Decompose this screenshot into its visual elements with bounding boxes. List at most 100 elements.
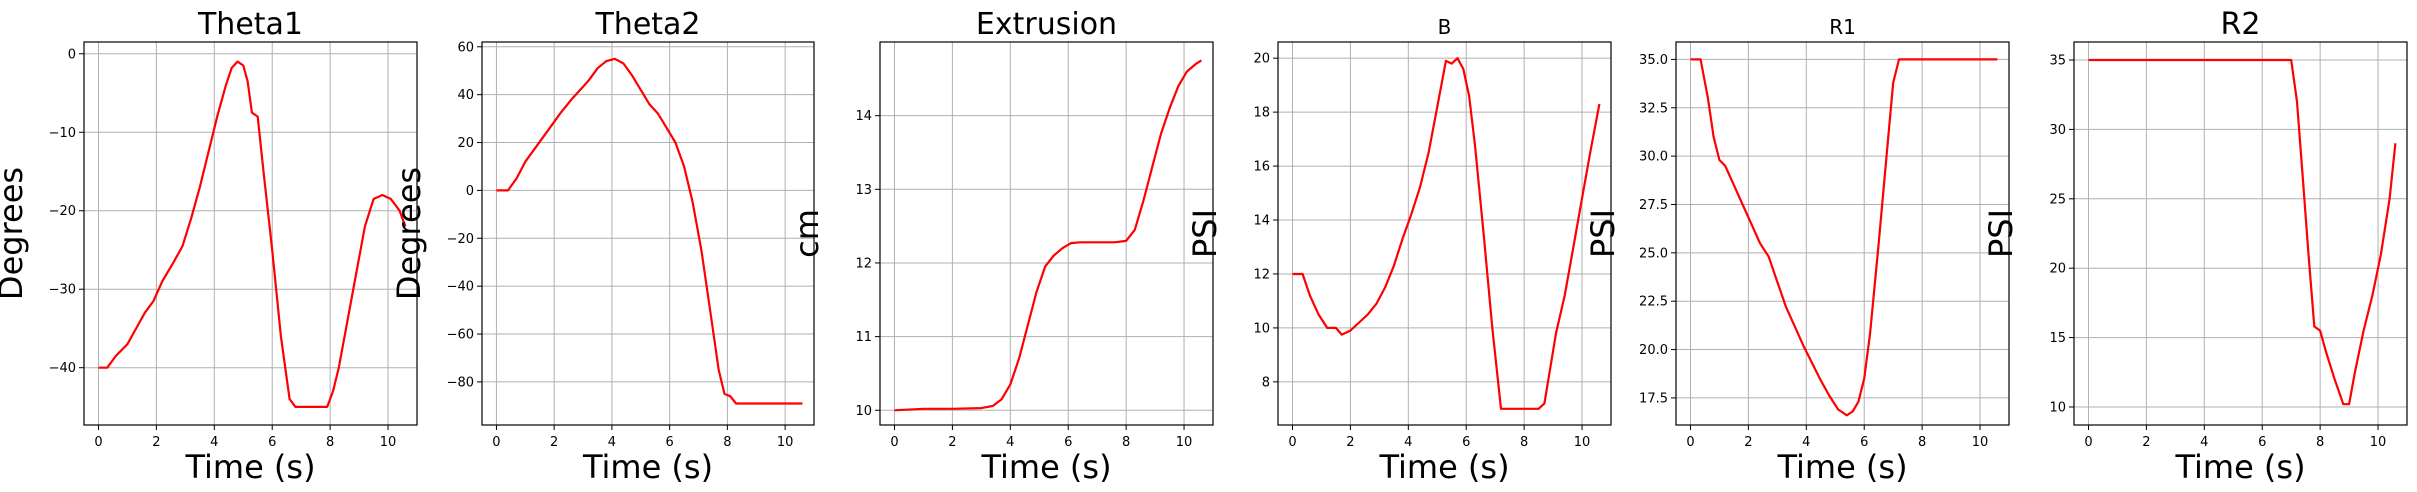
x-tick-label: 10 bbox=[777, 435, 794, 450]
y-tick-label: 35 bbox=[2049, 54, 2066, 69]
x-tick-label: 2 bbox=[550, 435, 558, 450]
y-axis-label: Degrees bbox=[0, 167, 30, 300]
y-tick-label: 32.5 bbox=[1639, 101, 1668, 116]
axes-frame bbox=[2073, 41, 2408, 426]
y-tick-label: 35.0 bbox=[1639, 53, 1668, 68]
y-tick-label: −20 bbox=[447, 232, 474, 247]
y-tick-label: 40 bbox=[457, 88, 474, 103]
x-tick-label: 0 bbox=[1288, 435, 1296, 450]
x-tick-label: 10 bbox=[1972, 435, 1989, 450]
subplot-theta1: 0 2 4 6 8 10 −40 −30 −20 −10 0 Theta1 Time (s) Degree… bbox=[0, 7, 418, 486]
y-tick-label: −40 bbox=[49, 361, 76, 376]
x-tick-label: 4 bbox=[2200, 435, 2208, 450]
y-tick-label: −80 bbox=[447, 375, 474, 390]
x-axis-label: Time (s) bbox=[980, 448, 1111, 486]
subplot-theta2: 0 2 4 6 8 10 −80 −60 −40 −20 0 20 40 60 Theta2 Time (s)… bbox=[390, 7, 815, 486]
x-tick-label: 0 bbox=[492, 435, 500, 450]
y-tick-label: 30 bbox=[2049, 123, 2066, 138]
x-tick-label: 6 bbox=[1860, 435, 1868, 450]
y-tick-label: 20 bbox=[457, 136, 474, 151]
x-tick-label: 10 bbox=[2370, 435, 2387, 450]
y-tick-label: 25.0 bbox=[1639, 246, 1668, 261]
subplot-r1: 0 2 4 6 8 10 17.5 20.0 22.5 25.0 27.5 30.0 32.5 35.0 R… bbox=[1584, 15, 2010, 486]
x-tick-label: 2 bbox=[1744, 435, 1752, 450]
x-tick-label: 2 bbox=[948, 435, 956, 450]
chart-title: B bbox=[1438, 15, 1452, 39]
x-tick-label: 6 bbox=[1462, 435, 1470, 450]
chart-title: Theta1 bbox=[197, 7, 303, 42]
y-tick-label: 8 bbox=[1262, 375, 1270, 390]
y-tick-label: 10 bbox=[2049, 400, 2066, 415]
x-tick-label: 8 bbox=[1918, 435, 1926, 450]
x-tick-label: 6 bbox=[666, 435, 674, 450]
series-line bbox=[1292, 57, 1601, 410]
x-tick-label: 2 bbox=[2142, 435, 2150, 450]
x-tick-label: 4 bbox=[608, 435, 616, 450]
x-tick-label: 8 bbox=[1122, 435, 1130, 450]
x-tick-label: 4 bbox=[210, 435, 218, 450]
y-tick-label: 25 bbox=[2049, 192, 2066, 207]
y-tick-label: 17.5 bbox=[1639, 391, 1668, 406]
x-tick-label: 2 bbox=[152, 435, 160, 450]
subplot-b: 0 2 4 6 8 10 8 10 12 14 16 18 20 B Time (s) PSI bbox=[1186, 15, 1612, 486]
y-tick-label: 20 bbox=[2049, 262, 2066, 277]
x-tick-label: 2 bbox=[1346, 435, 1354, 450]
x-tick-label: 8 bbox=[1520, 435, 1528, 450]
y-tick-label: 20 bbox=[1253, 52, 1270, 67]
y-tick-label: 20.0 bbox=[1639, 343, 1668, 358]
x-tick-label: 4 bbox=[1006, 435, 1014, 450]
subplot-extrusion: 0 2 4 6 8 10 10 11 12 13 14 Extrusion Time (s) cm bbox=[788, 7, 1214, 486]
y-tick-label: 0 bbox=[68, 47, 76, 62]
x-tick-label: 6 bbox=[1064, 435, 1072, 450]
y-tick-label: −30 bbox=[49, 283, 76, 298]
axes-frame bbox=[1675, 41, 2010, 426]
x-tick-label: 10 bbox=[1574, 435, 1591, 450]
x-tick-label: 0 bbox=[94, 435, 102, 450]
y-tick-label: 12 bbox=[1253, 267, 1270, 282]
x-axis-label: Time (s) bbox=[2174, 448, 2305, 486]
x-axis-label: Time (s) bbox=[184, 448, 315, 486]
series-line bbox=[1690, 58, 1998, 417]
y-tick-label: −20 bbox=[49, 204, 76, 219]
series-line bbox=[496, 57, 803, 405]
x-axis-label: Time (s) bbox=[1776, 448, 1907, 486]
y-tick-label: 60 bbox=[457, 40, 474, 55]
y-tick-label: −60 bbox=[447, 328, 474, 343]
series-line bbox=[2088, 58, 2397, 406]
x-tick-label: 0 bbox=[890, 435, 898, 450]
axes-frame bbox=[481, 41, 815, 426]
series-line bbox=[98, 60, 407, 408]
y-tick-label: 18 bbox=[1253, 106, 1270, 121]
y-tick-label: 10 bbox=[1253, 321, 1270, 336]
y-tick-label: 10 bbox=[855, 404, 872, 419]
x-tick-label: 10 bbox=[380, 435, 397, 450]
chart-title: Theta2 bbox=[594, 7, 700, 42]
y-tick-label: −10 bbox=[49, 126, 76, 141]
x-tick-label: 4 bbox=[1802, 435, 1810, 450]
series-line bbox=[894, 59, 1202, 412]
x-tick-label: 4 bbox=[1404, 435, 1412, 450]
y-tick-label: 11 bbox=[855, 330, 872, 345]
y-tick-label: 15 bbox=[2049, 331, 2066, 346]
chart-title: R1 bbox=[1829, 15, 1856, 39]
chart-title: R2 bbox=[2221, 7, 2261, 42]
x-tick-label: 8 bbox=[723, 435, 731, 450]
x-axis-label: Time (s) bbox=[582, 448, 713, 486]
chart-title: Extrusion bbox=[976, 7, 1117, 42]
y-axis-label: PSI bbox=[1982, 209, 2020, 258]
axes-frame bbox=[83, 41, 418, 426]
y-tick-label: 22.5 bbox=[1639, 295, 1668, 310]
y-tick-label: 12 bbox=[855, 256, 872, 271]
x-tick-label: 10 bbox=[1176, 435, 1193, 450]
y-axis-label: cm bbox=[788, 209, 826, 258]
x-tick-label: 6 bbox=[2258, 435, 2266, 450]
x-tick-label: 8 bbox=[326, 435, 334, 450]
x-tick-label: 0 bbox=[2084, 435, 2092, 450]
y-tick-label: 14 bbox=[855, 109, 872, 124]
y-tick-label: 13 bbox=[855, 183, 872, 198]
y-axis-label: PSI bbox=[1584, 209, 1622, 258]
x-tick-label: 8 bbox=[2316, 435, 2324, 450]
axes-frame bbox=[879, 41, 1214, 426]
y-axis-label: PSI bbox=[1186, 209, 1224, 258]
